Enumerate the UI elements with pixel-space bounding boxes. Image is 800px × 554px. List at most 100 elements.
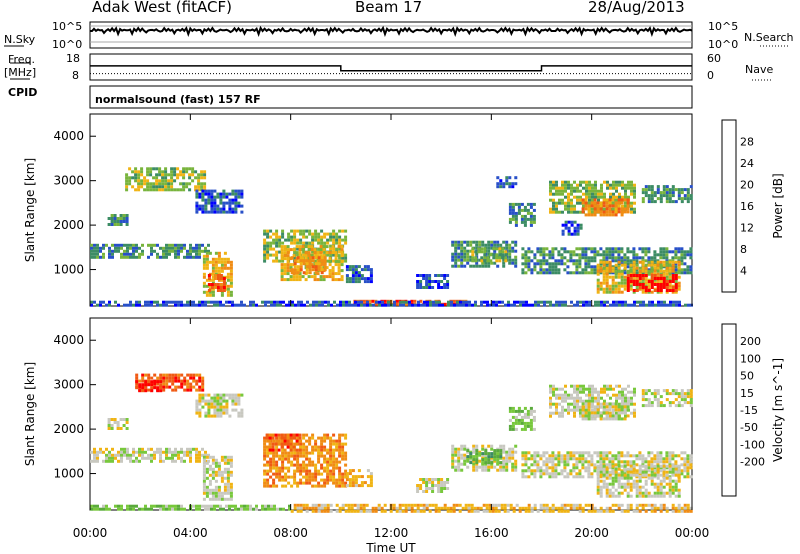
echo-cell-power	[629, 284, 633, 288]
echo-cell-velocity	[536, 469, 540, 473]
echo-cell-power	[520, 214, 524, 218]
echo-cell-power	[460, 246, 464, 250]
echo-cell-power	[656, 272, 660, 276]
echo-cell-velocity	[677, 392, 681, 396]
echo-cell-power	[623, 210, 627, 214]
echo-cell-power	[164, 179, 168, 183]
echo-cell-velocity	[629, 494, 633, 498]
echo-cell-power	[338, 250, 342, 254]
echo-cell-velocity	[332, 481, 336, 485]
echo-cell-velocity	[594, 396, 597, 400]
echo-cell-velocity	[662, 460, 666, 464]
echo-cell-power	[186, 252, 189, 256]
echo-cell-power	[222, 283, 226, 286]
echo-cell-velocity	[572, 463, 576, 467]
echo-cell-velocity	[422, 478, 426, 481]
echo-cell-velocity	[202, 497, 206, 501]
echo-cell-power	[211, 269, 215, 273]
echo-cell-power	[590, 247, 594, 251]
echo-cell-velocity	[195, 388, 199, 392]
echo-cell-power	[234, 198, 238, 202]
echo-cell-power	[686, 253, 690, 257]
echo-cell-velocity	[156, 382, 160, 386]
echo-cell-velocity	[326, 457, 330, 461]
echo-cell-power	[319, 245, 323, 249]
echo-cell-velocity	[484, 458, 488, 462]
echo-cell-power	[618, 195, 621, 199]
echo-cell-velocity	[561, 399, 564, 403]
echo-cell-velocity	[323, 448, 327, 452]
echo-cell-power	[440, 280, 444, 283]
echo-cell-power	[132, 246, 135, 250]
echo-cell-velocity	[671, 467, 675, 471]
echo-cell-power	[284, 238, 288, 242]
echo-cell-power	[650, 260, 654, 264]
echo-cell-velocity	[623, 405, 627, 409]
cpid-strip	[89, 85, 693, 109]
echo-cell-velocity	[635, 457, 639, 461]
echo-cell-power	[182, 173, 186, 177]
echo-cell-velocity	[189, 450, 192, 454]
echo-cell-velocity	[502, 450, 506, 454]
echo-cell-power	[311, 256, 315, 260]
echo-cell-power	[182, 170, 186, 174]
echo-cell-velocity	[605, 491, 609, 495]
echo-cell-velocity	[605, 414, 609, 418]
echo-cell-velocity	[174, 450, 177, 454]
echo-cell-velocity	[443, 481, 447, 484]
echo-cell-velocity	[588, 399, 591, 403]
echo-cell-velocity	[320, 503, 324, 507]
echo-cell-velocity	[168, 376, 172, 380]
echo-cell-velocity	[299, 481, 303, 485]
echo-cell-velocity	[611, 476, 615, 480]
echo-cell-velocity	[514, 468, 518, 472]
echo-cell-velocity	[286, 442, 290, 446]
echo-cell-velocity	[575, 460, 579, 464]
echo-cell-power	[647, 269, 651, 273]
echo-cell-power	[653, 256, 657, 260]
echo-cell-power	[140, 185, 144, 189]
echo-cell-velocity	[311, 506, 315, 510]
echo-cell-power	[143, 176, 147, 180]
echo-cell-velocity	[611, 470, 615, 474]
echo-cell-velocity	[266, 478, 270, 482]
echo-cell-velocity	[581, 417, 585, 421]
echo-cell-power	[113, 217, 117, 220]
echo-cell-power	[483, 259, 487, 263]
echo-cell-velocity	[141, 453, 144, 457]
echo-cell-power	[463, 255, 467, 259]
echo-cell-velocity	[271, 442, 275, 446]
echo-cell-power	[507, 300, 510, 304]
echo-cell-velocity	[615, 384, 618, 388]
echo-cell-power	[278, 259, 282, 263]
echo-cell-velocity	[138, 453, 141, 457]
echo-cell-velocity	[686, 466, 690, 470]
echo-cell-velocity	[551, 451, 555, 455]
echo-cell-power	[624, 204, 627, 208]
echo-cell-power	[320, 262, 324, 266]
echo-cell-velocity	[596, 491, 600, 495]
echo-cell-power	[514, 243, 518, 247]
echo-cell-power	[605, 204, 609, 208]
echo-cell-power	[164, 185, 168, 189]
echo-cell-power	[90, 255, 93, 259]
echo-cell-power	[422, 274, 426, 277]
echo-cell-velocity	[596, 405, 600, 409]
echo-cell-power	[540, 300, 543, 304]
echo-cell-power	[122, 217, 126, 220]
echo-cell-power	[317, 265, 321, 269]
echo-cell-velocity	[156, 376, 160, 380]
echo-cell-power	[153, 300, 156, 304]
echo-cell-velocity	[647, 460, 651, 464]
echo-cell-power	[237, 189, 241, 193]
echo-cell-velocity	[563, 466, 567, 470]
echo-cell-velocity	[576, 405, 579, 409]
echo-cell-power	[286, 263, 290, 267]
echo-cell-power	[201, 300, 204, 304]
echo-cell-velocity	[626, 470, 630, 474]
echo-cell-power	[665, 269, 669, 273]
echo-cell-power	[240, 303, 243, 307]
echo-cell-power	[252, 300, 255, 304]
echo-cell-power	[635, 271, 639, 275]
echo-cell-velocity	[641, 494, 645, 498]
